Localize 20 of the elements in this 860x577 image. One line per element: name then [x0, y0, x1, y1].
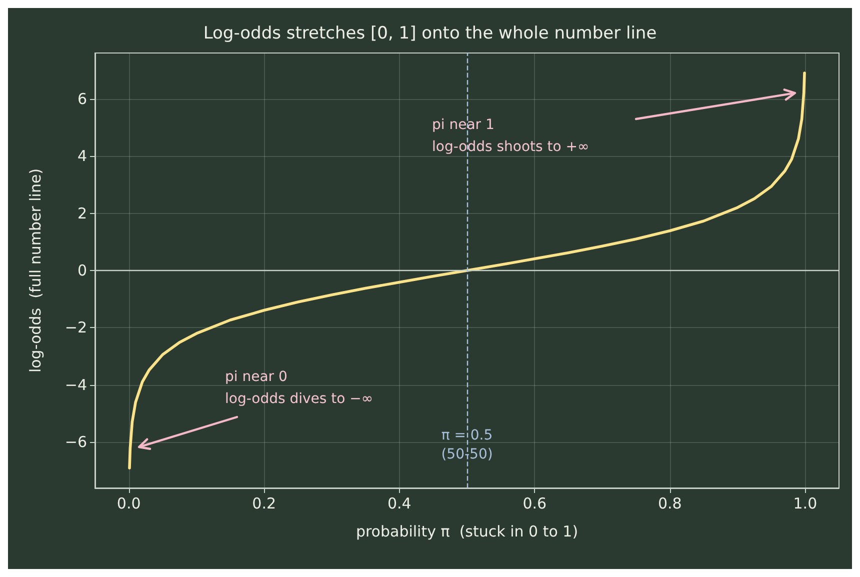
- y-tick-label: −4: [64, 376, 87, 394]
- x-axis-title: probability π (stuck in 0 to 1): [356, 522, 578, 540]
- annotation: pi near 0 log-odds dives to −∞: [225, 369, 374, 407]
- line-series: [128, 72, 806, 470]
- y-tick-label: −2: [64, 318, 87, 337]
- x-tick-label: 0.2: [252, 494, 276, 512]
- chart-title: Log-odds stretches [0, 1] onto the whole number line: [203, 24, 657, 44]
- y-tick-label: −6: [64, 433, 87, 452]
- x-tick-label: 0.8: [658, 494, 682, 512]
- x-tick-label: 0.4: [387, 494, 412, 512]
- x-tick-label: 0.0: [116, 494, 141, 512]
- x-tick-label: 1.0: [793, 494, 818, 512]
- y-tick-label: 0: [77, 262, 87, 280]
- y-axis-title: log-odds (full number line): [26, 168, 44, 373]
- y-tick-label: 2: [77, 204, 87, 222]
- ref-line-label: π = 0.5 (50-50): [441, 428, 493, 462]
- x-tick-label: 0.6: [522, 494, 547, 512]
- y-tick-label: 4: [77, 147, 87, 166]
- y-tick-label: 6: [77, 90, 87, 108]
- annotation: pi near 1 log-odds shoots to +∞: [432, 117, 590, 155]
